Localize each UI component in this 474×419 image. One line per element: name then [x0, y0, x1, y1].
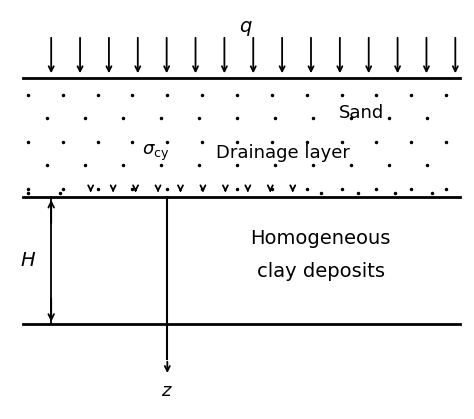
Text: Homogeneous: Homogeneous — [250, 229, 391, 248]
Text: Drainage layer: Drainage layer — [216, 144, 350, 162]
Text: Sand: Sand — [339, 104, 384, 122]
Text: clay deposits: clay deposits — [256, 261, 384, 281]
Text: $H$: $H$ — [20, 251, 36, 270]
Text: $\sigma_{\rm cy}$: $\sigma_{\rm cy}$ — [142, 143, 169, 163]
Text: $z$: $z$ — [162, 382, 173, 400]
Text: $q$: $q$ — [239, 18, 253, 38]
